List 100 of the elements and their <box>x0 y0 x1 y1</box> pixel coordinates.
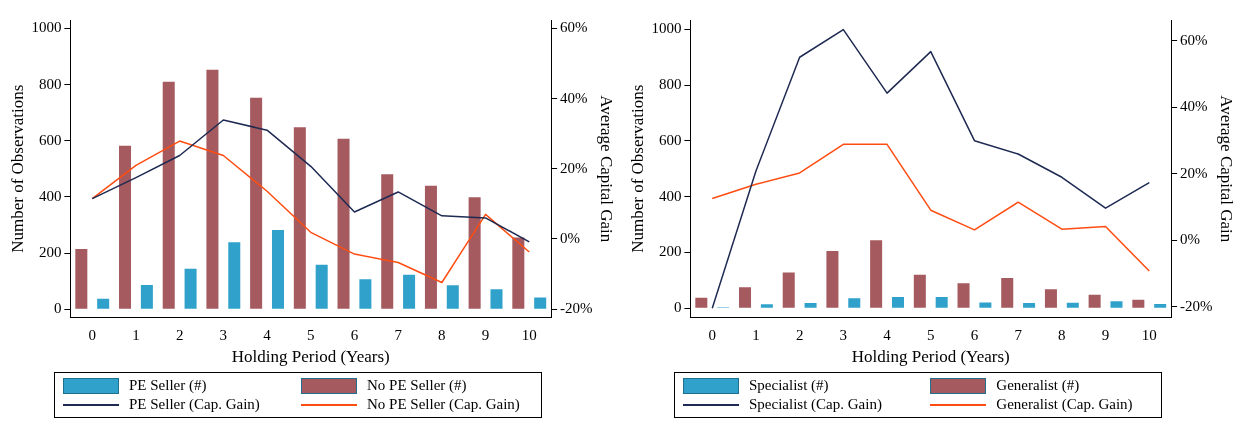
bar <box>1132 299 1145 308</box>
bar <box>206 69 219 309</box>
y2-tick-label: 20% <box>1180 164 1208 181</box>
bar <box>228 242 241 309</box>
y2-tick-label: 0% <box>1180 231 1201 248</box>
bar <box>870 240 883 308</box>
x-tick-label: 9 <box>1101 326 1110 343</box>
x-tick-label: 7 <box>1014 326 1023 343</box>
y2-tick-label: 0% <box>560 229 581 246</box>
y-tick-label: 800 <box>38 75 62 92</box>
legend-label: PE Seller (Cap. Gain) <box>129 396 260 413</box>
y-tick-label: 1000 <box>31 19 62 36</box>
bar <box>359 279 372 309</box>
bar <box>381 174 394 309</box>
bar <box>1110 301 1123 308</box>
bar <box>695 297 708 308</box>
x-tick-label: 4 <box>263 326 272 343</box>
x-axis-title: Holding Period (Years) <box>851 347 1010 367</box>
legend-label: Specialist (Cap. Gain) <box>749 396 882 413</box>
bar <box>315 264 328 309</box>
bar <box>468 197 481 309</box>
bar <box>534 297 547 309</box>
legend-label: No PE Seller (#) <box>366 377 467 394</box>
bar <box>162 81 175 309</box>
bar <box>1066 302 1079 308</box>
y-tick-label: 0 <box>673 299 682 316</box>
x-tick-label: 0 <box>88 326 96 343</box>
bar <box>184 268 197 309</box>
bar <box>804 303 817 308</box>
bar <box>490 289 503 309</box>
y-axis-title: Number of Observations <box>627 84 647 253</box>
bar <box>1088 294 1101 308</box>
y2-tick-label: 20% <box>560 159 588 176</box>
y-tick-label: 200 <box>658 243 682 260</box>
x-tick-label: 7 <box>394 326 403 343</box>
x-tick-label: 9 <box>481 326 490 343</box>
y-tick-label: 0 <box>53 300 62 317</box>
bar <box>957 283 970 308</box>
bar <box>848 298 861 308</box>
x-tick-label: 6 <box>350 326 359 343</box>
bar <box>75 249 88 309</box>
bar <box>760 304 773 308</box>
y2-tick-label: 40% <box>560 89 588 106</box>
y2-tick-label: -20% <box>1180 297 1213 314</box>
bar <box>891 296 904 308</box>
x-tick-label: 3 <box>219 326 228 343</box>
bar <box>1023 303 1036 308</box>
x-tick-label: 0 <box>708 326 716 343</box>
y-tick-label: 400 <box>658 187 682 204</box>
x-tick-label: 10 <box>521 326 537 343</box>
bar <box>424 185 437 309</box>
bar <box>512 237 525 309</box>
y-tick-label: 600 <box>658 131 682 148</box>
x-tick-label: 5 <box>927 326 935 343</box>
x-tick-label: 6 <box>970 326 979 343</box>
y-tick-label: 800 <box>658 76 682 93</box>
bar <box>97 298 110 309</box>
bar <box>935 296 948 308</box>
bar <box>913 274 926 308</box>
legend-label: Generalist (Cap. Gain) <box>996 396 1133 413</box>
bar <box>271 230 284 309</box>
legend-label: Generalist (#) <box>996 377 1080 394</box>
bar <box>979 302 992 308</box>
y-tick-label: 200 <box>38 243 62 260</box>
x-tick-label: 5 <box>307 326 315 343</box>
y2-axis-title: Average Capital Gain <box>1217 95 1237 243</box>
bar <box>293 127 306 309</box>
legend-label: PE Seller (#) <box>129 377 207 394</box>
y2-tick-label: 60% <box>560 19 588 36</box>
x-tick-label: 2 <box>795 326 804 343</box>
x-tick-label: 8 <box>438 326 446 343</box>
bar <box>782 272 795 308</box>
y-tick-label: 600 <box>38 131 62 148</box>
x-tick-label: 1 <box>132 326 140 343</box>
y2-tick-label: -20% <box>560 300 593 317</box>
y2-tick-label: 60% <box>1180 31 1208 48</box>
y-tick-label: 400 <box>38 187 62 204</box>
bar <box>739 287 752 308</box>
bar <box>250 97 263 309</box>
bar <box>119 145 132 309</box>
y2-tick-label: 40% <box>1180 98 1208 115</box>
y2-axis-title: Average Capital Gain <box>597 95 617 243</box>
bar <box>826 251 839 308</box>
bar <box>140 285 153 309</box>
bar <box>1001 278 1014 308</box>
bar <box>1044 289 1057 308</box>
legend-label: Specialist (#) <box>749 377 829 394</box>
bar <box>446 285 459 309</box>
x-tick-label: 2 <box>175 326 184 343</box>
x-tick-label: 4 <box>883 326 892 343</box>
y-axis-title: Number of Observations <box>7 84 27 253</box>
bar <box>403 274 416 309</box>
legend-label: No PE Seller (Cap. Gain) <box>366 396 520 413</box>
x-tick-label: 3 <box>839 326 848 343</box>
x-tick-label: 1 <box>752 326 760 343</box>
x-tick-label: 10 <box>1141 326 1157 343</box>
x-axis-title: Holding Period (Years) <box>231 347 390 367</box>
x-tick-label: 8 <box>1058 326 1066 343</box>
y-tick-label: 1000 <box>651 20 682 37</box>
bar <box>1154 303 1167 308</box>
